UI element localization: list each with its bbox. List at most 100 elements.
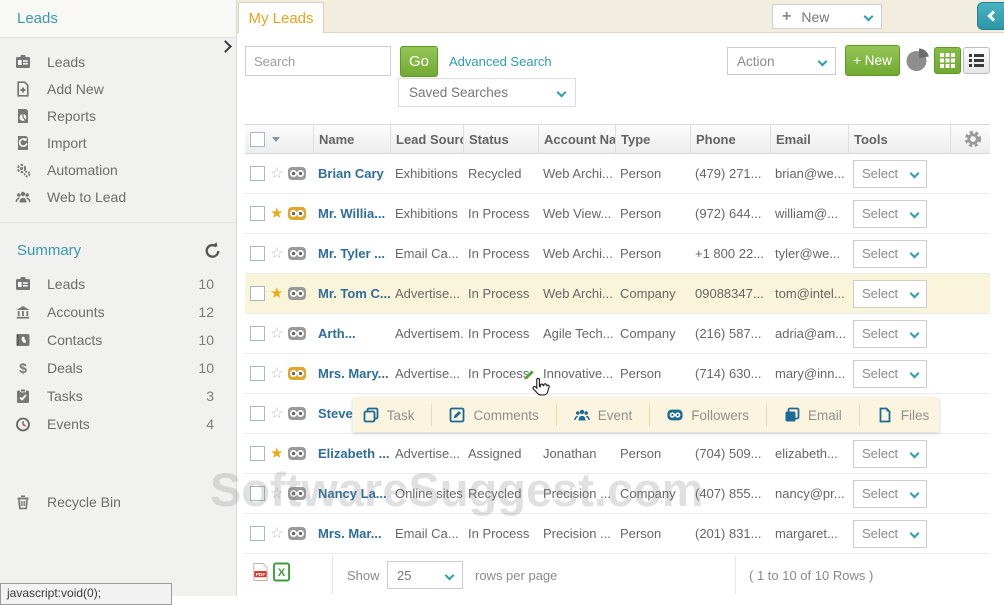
owl-followers-icon[interactable] (288, 287, 307, 300)
gear-icon[interactable] (963, 129, 983, 149)
row-checkbox[interactable] (250, 206, 265, 221)
list-icon (969, 54, 984, 67)
sidebar-item-leads[interactable]: Leads (0, 48, 236, 75)
favorite-star-icon[interactable]: ☆ (270, 526, 284, 541)
column-header-type[interactable]: Type (615, 125, 690, 153)
sidebar-item-import[interactable]: Import (0, 129, 236, 156)
automation-icon (14, 162, 32, 178)
column-header-lead-source[interactable]: Lead Source (390, 125, 463, 153)
favorite-star-icon[interactable]: ★ (270, 206, 284, 221)
favorite-star-icon[interactable]: ☆ (270, 166, 284, 181)
advanced-search-link[interactable]: Advanced Search (449, 54, 552, 69)
sidebar-item-reports[interactable]: Reports (0, 102, 236, 129)
comments-icon (449, 407, 465, 423)
action-dropdown[interactable]: Action (727, 47, 836, 75)
go-button[interactable]: Go (400, 46, 438, 77)
tools-select-dropdown[interactable]: Select (853, 199, 927, 228)
lead-name-link[interactable]: Arth... (318, 326, 356, 341)
row-checkbox[interactable] (250, 246, 265, 261)
export-pdf-icon[interactable]: PDF (252, 562, 269, 582)
popup-action-files[interactable]: Files (858, 404, 947, 426)
lead-name-link[interactable]: Mrs. Mary... (318, 366, 389, 381)
favorite-star-icon[interactable]: ☆ (270, 326, 284, 341)
owl-followers-icon[interactable] (288, 407, 307, 420)
summary-item-deals[interactable]: $ Deals 10 (0, 354, 236, 382)
lead-name-link[interactable]: Mr. Tom C... (318, 286, 390, 301)
owl-followers-icon[interactable] (288, 247, 307, 260)
owl-followers-icon[interactable] (288, 447, 307, 460)
summary-item-leads[interactable]: Leads 10 (0, 270, 236, 298)
favorite-star-icon[interactable]: ☆ (270, 486, 284, 501)
select-all-caret-icon[interactable] (272, 136, 280, 142)
new-lead-button[interactable]: + New (845, 45, 900, 76)
column-header-tools[interactable]: Tools (848, 125, 950, 153)
column-header-name[interactable]: Name (313, 125, 390, 153)
pie-chart-view-icon[interactable] (905, 47, 931, 73)
owl-followers-icon[interactable] (288, 527, 307, 540)
popup-action-email[interactable]: Email (766, 404, 859, 426)
page-size-dropdown[interactable]: 25 (387, 561, 463, 589)
list-view-button[interactable] (963, 47, 990, 74)
owl-followers-icon[interactable] (288, 327, 307, 340)
popup-action-followers[interactable]: Followers (649, 404, 766, 426)
lead-name-link[interactable]: Brian Cary (318, 166, 384, 181)
lead-name-link[interactable]: Elizabeth ... (318, 446, 390, 461)
column-header-account-nar[interactable]: Account Nar (538, 125, 615, 153)
tools-select-dropdown[interactable]: Select (853, 319, 927, 348)
summary-item-tasks[interactable]: Tasks 3 (0, 382, 236, 410)
sidebar-item-web-to-lead[interactable]: Web to Lead (0, 183, 236, 210)
tools-select-dropdown[interactable]: Select (853, 479, 927, 508)
popup-action-comments[interactable]: Comments (431, 404, 555, 426)
grid-view-button[interactable] (934, 47, 961, 74)
favorite-star-icon[interactable]: ☆ (270, 246, 284, 261)
favorite-star-icon[interactable]: ☆ (270, 406, 284, 421)
summary-item-events[interactable]: Events 4 (0, 410, 236, 438)
new-record-dropdown[interactable]: + New (772, 4, 882, 29)
select-all-checkbox[interactable] (250, 131, 265, 147)
sidebar-item-recycle-bin[interactable]: Recycle Bin (0, 488, 236, 515)
status-cell: Recycled (468, 166, 522, 181)
favorite-star-icon[interactable]: ☆ (270, 366, 284, 381)
lead-name-link[interactable]: Mr. Willia... (318, 206, 386, 221)
tools-select-dropdown[interactable]: Select (853, 439, 927, 468)
export-excel-icon[interactable]: X (273, 562, 290, 582)
tab-my-leads[interactable]: My Leads (238, 2, 324, 34)
column-header-email[interactable]: Email (770, 125, 848, 153)
row-checkbox[interactable] (250, 406, 265, 421)
row-checkbox[interactable] (250, 166, 265, 181)
favorite-star-icon[interactable]: ★ (270, 446, 284, 461)
lead-name-link[interactable]: Mr. Tyler ... (318, 246, 385, 261)
table-row: ★ Elizabeth ... Advertise... Assigned Jo… (245, 434, 990, 474)
sidebar-item-automation[interactable]: Automation (0, 156, 236, 183)
panel-collapse-button[interactable] (977, 2, 1004, 30)
row-checkbox[interactable] (250, 486, 265, 501)
row-checkbox[interactable] (250, 446, 265, 461)
chevron-down-icon (817, 56, 828, 66)
popup-action-task[interactable]: Task (346, 404, 432, 426)
row-checkbox[interactable] (250, 286, 265, 301)
saved-searches-dropdown[interactable]: Saved Searches (398, 78, 576, 107)
tools-select-dropdown[interactable]: Select (853, 519, 927, 548)
refresh-icon[interactable] (203, 241, 222, 260)
row-checkbox[interactable] (250, 326, 265, 341)
lead-name-link[interactable]: Mrs. Mar... (318, 526, 382, 541)
owl-followers-icon[interactable] (288, 487, 307, 500)
tools-select-dropdown[interactable]: Select (853, 279, 927, 308)
summary-item-accounts[interactable]: Accounts 12 (0, 298, 236, 326)
tools-select-dropdown[interactable]: Select (853, 159, 927, 188)
column-header-status[interactable]: Status (463, 125, 538, 153)
search-input[interactable] (245, 46, 391, 76)
tools-select-dropdown[interactable]: Select (853, 239, 927, 268)
tools-select-dropdown[interactable]: Select (853, 359, 927, 388)
owl-followers-icon[interactable] (288, 367, 307, 380)
row-checkbox[interactable] (250, 366, 265, 381)
owl-followers-icon[interactable] (288, 167, 307, 180)
column-header-phone[interactable]: Phone (690, 125, 770, 153)
owl-followers-icon[interactable] (288, 207, 307, 220)
lead-name-link[interactable]: Nancy La... (318, 486, 387, 501)
favorite-star-icon[interactable]: ★ (270, 286, 284, 301)
row-checkbox[interactable] (250, 526, 265, 541)
popup-action-event[interactable]: Event (555, 404, 650, 426)
sidebar-item-add-new[interactable]: Add New (0, 75, 236, 102)
summary-item-contacts[interactable]: Contacts 10 (0, 326, 236, 354)
